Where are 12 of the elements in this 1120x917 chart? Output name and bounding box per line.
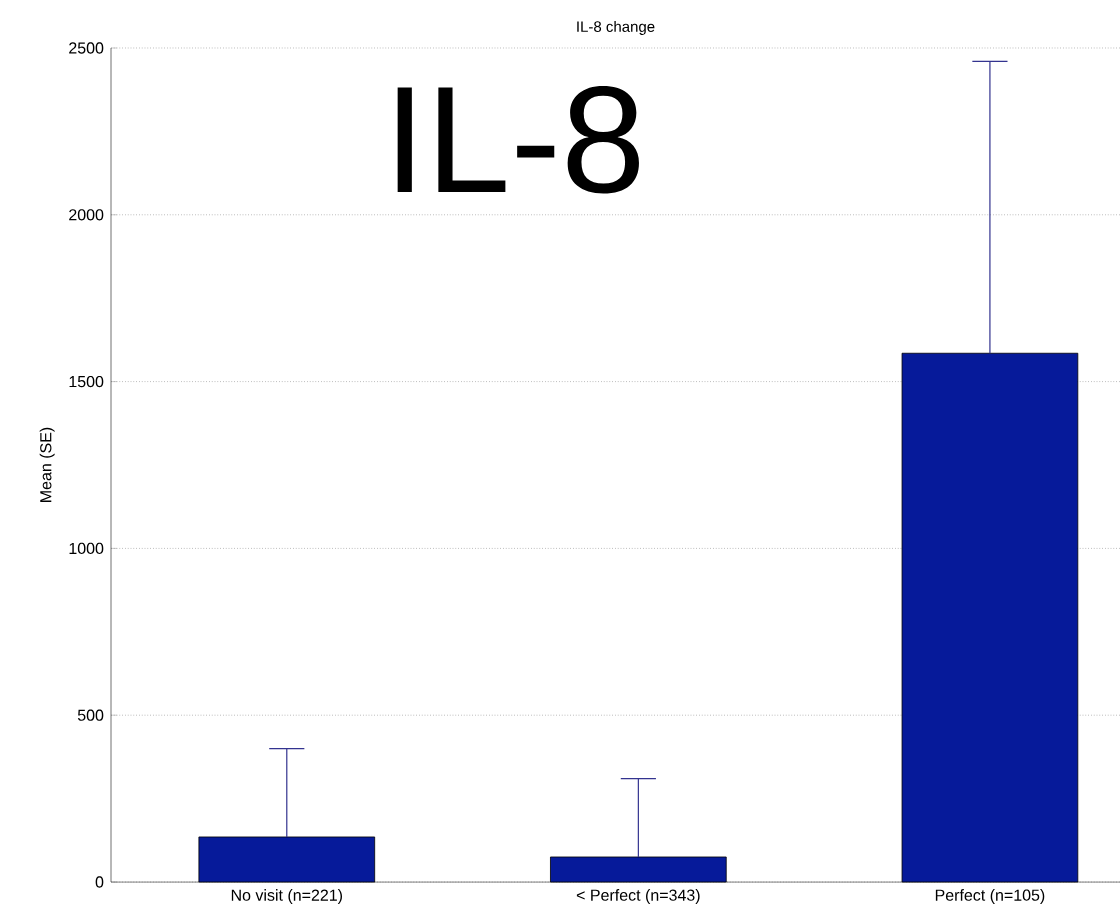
- annotation: IL-8: [397, 85, 639, 194]
- x-tick-label: < Perfect (n=343): [576, 889, 700, 904]
- x-tick-label: Perfect (n=105): [935, 889, 1045, 904]
- y-axis-title: Mean (SE): [39, 427, 55, 502]
- y-tick-label: 2000: [69, 209, 104, 221]
- y-tick-label: 0: [95, 876, 104, 888]
- x-tick-label: No visit (n=221): [231, 889, 343, 904]
- y-tick-label: 2500: [69, 42, 104, 54]
- chart-title: IL-8 change: [577, 20, 655, 35]
- y-tick-label: 1500: [69, 375, 104, 388]
- y-tick-label: 1000: [69, 542, 104, 555]
- y-tick-label: 500: [77, 709, 104, 721]
